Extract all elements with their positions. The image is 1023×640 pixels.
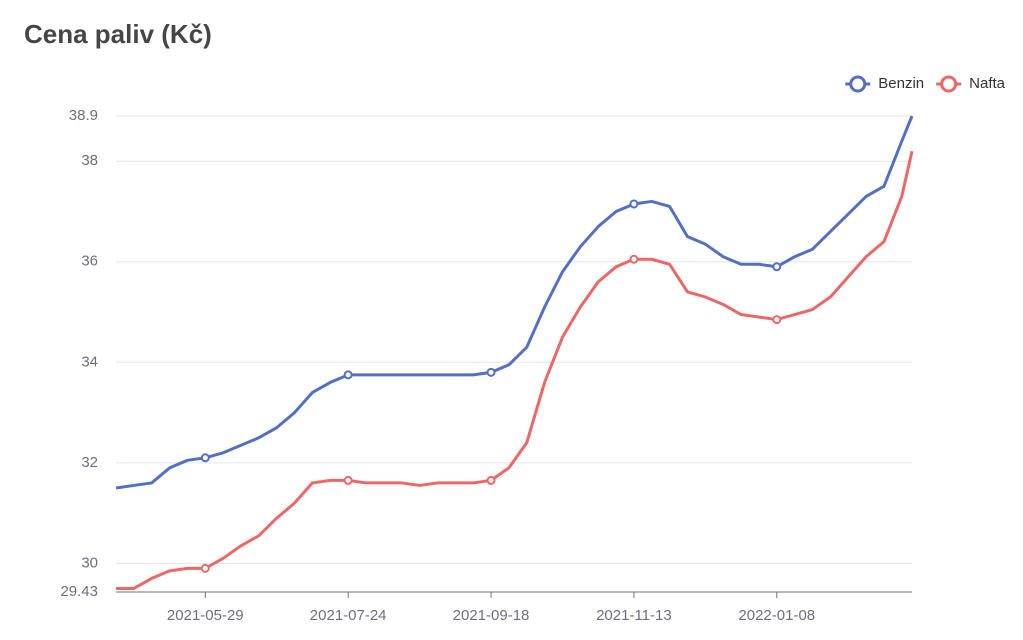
y-tick-label: 38	[81, 152, 98, 169]
y-tick-label: 30	[81, 554, 98, 571]
point-marker	[772, 315, 782, 325]
point-marker	[629, 254, 639, 264]
chart-title: Cena paliv (Kč)	[24, 19, 212, 49]
point-marker	[200, 563, 210, 573]
legend-swatch	[849, 75, 867, 93]
x-tick-label: 2021-09-18	[453, 607, 530, 624]
legend-swatch	[940, 75, 958, 93]
series-line	[115, 115, 914, 490]
x-tick-label: 2021-11-13	[596, 607, 672, 624]
point-marker	[486, 367, 496, 377]
x-tick-label: 2022-01-08	[738, 607, 815, 624]
point-marker	[629, 199, 639, 209]
y-tick-label: 34	[81, 353, 98, 370]
point-marker	[486, 475, 496, 485]
y-tick-label: 38.9	[69, 107, 98, 124]
point-marker	[200, 453, 210, 463]
y-tick-label: 36	[81, 253, 98, 270]
point-marker	[343, 370, 353, 380]
x-tick-label: 2021-07-24	[310, 607, 387, 624]
series-line	[116, 150, 914, 590]
y-tick-label: 29.43	[60, 583, 98, 600]
x-tick-label: 2021-05-29	[167, 607, 244, 624]
point-marker	[772, 262, 782, 272]
legend-label: Nafta	[969, 75, 1006, 92]
legend-label: Benzin	[878, 75, 924, 92]
point-marker	[343, 475, 353, 485]
y-tick-label: 32	[81, 454, 98, 471]
